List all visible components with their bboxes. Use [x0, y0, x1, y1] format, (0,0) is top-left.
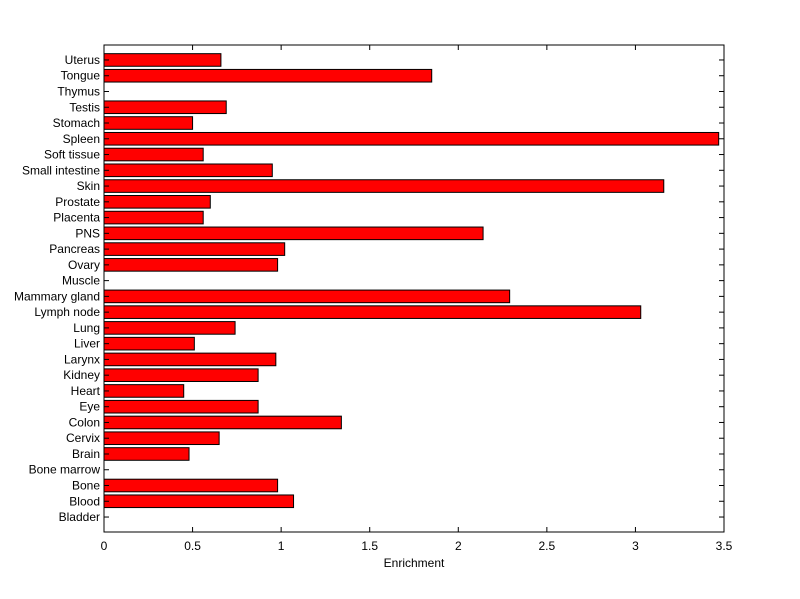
- bar-bone: [103, 478, 279, 493]
- y-tick-label: Uterus: [65, 53, 100, 67]
- bar-tongue: [103, 68, 433, 83]
- y-tick-label: Liver: [74, 337, 100, 351]
- bar-spleen: [103, 131, 720, 146]
- x-axis-label: Enrichment: [384, 556, 445, 570]
- y-tick-label: Kidney: [63, 368, 100, 382]
- y-tick-label: Bladder: [59, 510, 100, 524]
- y-tick-label: Mammary gland: [14, 289, 100, 303]
- bar-eye: [103, 399, 259, 414]
- x-tick-label: 3: [632, 539, 639, 553]
- y-tick-label: Placenta: [53, 211, 100, 225]
- bar-pancreas: [103, 242, 286, 256]
- y-tick-label: Eye: [79, 400, 100, 414]
- y-tick-label: Ovary: [68, 258, 100, 272]
- bar-cervix: [103, 431, 220, 446]
- x-tick-label: 0: [101, 539, 108, 553]
- bar-skin: [103, 179, 665, 193]
- y-tick-label: Cervix: [66, 431, 100, 445]
- y-tick-label: Tongue: [61, 69, 101, 83]
- x-tick-label: 2.5: [539, 539, 556, 553]
- x-tick-label: 1: [278, 539, 285, 553]
- bar-brain: [103, 447, 190, 461]
- y-tick-label: Testis: [69, 100, 100, 114]
- y-tick-label: Blood: [69, 494, 100, 508]
- bar-small-intestine: [103, 163, 273, 178]
- x-tick-label: 3.5: [716, 539, 733, 553]
- x-tick-label: 0.5: [184, 539, 201, 553]
- plot-frame: [103, 44, 725, 533]
- bar-testis: [103, 100, 227, 115]
- y-tick-label: Lung: [73, 321, 100, 335]
- bars-group: [103, 53, 720, 509]
- y-tick-label: Brain: [72, 447, 100, 461]
- y-tick-label: Pancreas: [49, 242, 100, 256]
- y-tick-label: Small intestine: [22, 163, 100, 177]
- y-tick-label: Lymph node: [34, 305, 100, 319]
- y-tick-label: PNS: [75, 226, 100, 240]
- bar-mammary-gland: [103, 289, 511, 304]
- bar-blood: [103, 494, 295, 509]
- x-tick-label: 2: [455, 539, 462, 553]
- bar-colon: [103, 415, 342, 430]
- y-tick-label: Bone marrow: [29, 463, 101, 477]
- y-tick-label: Spleen: [63, 132, 100, 146]
- y-tick-label: Thymus: [57, 84, 100, 98]
- x-axis-ticks: 0 0.5 1 1.5 2 2.5 3 3.5: [101, 45, 733, 553]
- y-tick-label: Larynx: [64, 352, 100, 366]
- bar-lung: [103, 321, 236, 335]
- bar-placenta: [103, 210, 204, 225]
- y-tick-label: Soft tissue: [44, 148, 100, 162]
- y-tick-label: Muscle: [62, 274, 100, 288]
- bar-larynx: [103, 352, 277, 367]
- y-tick-label: Prostate: [55, 195, 100, 209]
- bar-stomach: [103, 116, 194, 130]
- y-tick-label: Heart: [71, 384, 101, 398]
- bar-pns: [103, 226, 484, 241]
- bar-lymph-node: [103, 305, 642, 319]
- y-tick-label: Stomach: [53, 116, 100, 130]
- bar-prostate: [103, 195, 211, 209]
- bar-uterus: [103, 53, 222, 67]
- y-tick-label: Colon: [69, 415, 100, 429]
- bar-ovary: [103, 258, 279, 272]
- bar-heart: [103, 384, 185, 398]
- bar-kidney: [103, 368, 259, 382]
- bar-liver: [103, 336, 195, 351]
- x-tick-label: 1.5: [361, 539, 378, 553]
- y-tick-label: Bone: [72, 479, 100, 493]
- y-tick-label: Skin: [77, 179, 100, 193]
- bar-soft-tissue: [103, 147, 204, 162]
